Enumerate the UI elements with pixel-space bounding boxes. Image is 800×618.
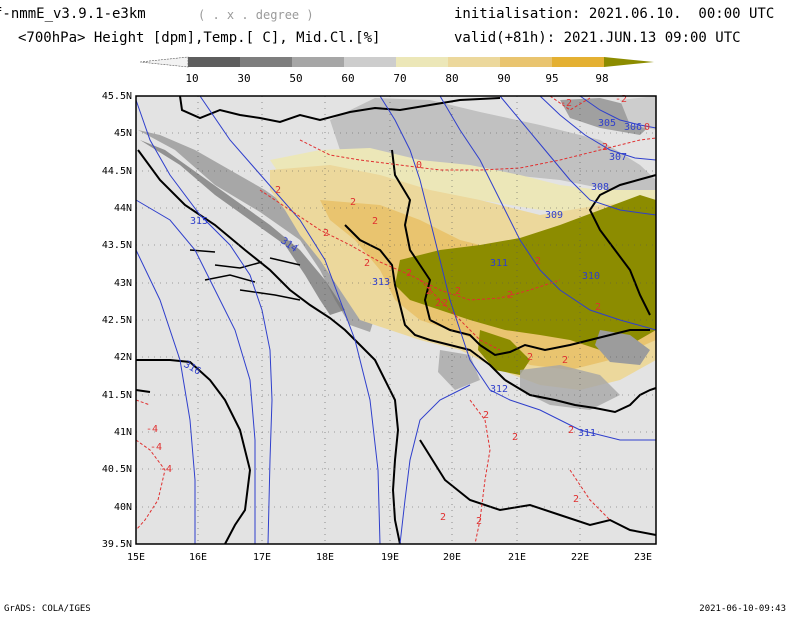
height-label: 310 xyxy=(582,271,600,282)
footer-credit: GrADS: COLA/IGES xyxy=(4,604,91,614)
lon-label: 18E xyxy=(316,552,334,563)
lon-label: 20E xyxy=(443,552,461,563)
temp-label: 2 xyxy=(507,290,513,301)
colorbar-left-triangle xyxy=(140,56,189,68)
lat-axis: 45.5N 45N 44.5N 44N 43.5N 43N 42.5N 42N … xyxy=(102,91,132,550)
lat-label: 45N xyxy=(114,128,132,139)
height-label: 309 xyxy=(545,210,563,221)
lat-label: 40N xyxy=(114,502,132,513)
colorbar-segment xyxy=(188,57,240,67)
colorbar-segment xyxy=(292,57,344,67)
lat-label: 40.5N xyxy=(102,464,132,475)
colorbar-tick: 30 xyxy=(237,72,250,85)
colorbar-segment xyxy=(240,57,292,67)
lon-label: 23E xyxy=(634,552,652,563)
colorbar-tick: 10 xyxy=(185,72,198,85)
temp-label: 2 xyxy=(372,216,378,227)
lon-label: 21E xyxy=(508,552,526,563)
height-label: 305 xyxy=(598,118,616,129)
temp-label: 2 xyxy=(568,425,574,436)
height-label: 308 xyxy=(591,182,609,193)
temp-label: 2 xyxy=(435,298,441,309)
colorbar-tick: 98 xyxy=(595,72,608,85)
temp-label: -4 xyxy=(160,464,172,475)
lat-label: 44N xyxy=(114,203,132,214)
temp-label: 2 xyxy=(406,268,412,279)
height-label: 312 xyxy=(490,384,508,395)
temp-label: 2 xyxy=(275,185,281,196)
valid-time: valid(+81h): 2021.JUN.13 09:00 UTC xyxy=(454,30,741,46)
variables-label: <700hPa> Height [dpm],Temp.[ C], Mid.Cl.… xyxy=(18,30,381,46)
colorbar-segment xyxy=(448,57,500,67)
colorbar-segment xyxy=(344,57,396,67)
temp-label: 2 xyxy=(476,516,482,527)
lon-label: 22E xyxy=(571,552,589,563)
lat-label: 42N xyxy=(114,352,132,363)
height-label: 307 xyxy=(609,152,627,163)
lon-label: 15E xyxy=(127,552,145,563)
height-label: 311 xyxy=(490,258,508,269)
lat-label: 41N xyxy=(114,427,132,438)
temp-labels: -2 -2 0 0 -2 2 2 2 2 2 2 2 2 2 2 2 2 2 2… xyxy=(146,94,650,527)
temp-label: 2 xyxy=(350,197,356,208)
footer-timestamp: 2021-06-10-09:43 xyxy=(699,604,786,614)
colorbar-tick: 95 xyxy=(545,72,558,85)
height-label: 315 xyxy=(190,216,208,227)
temp-label: -4 xyxy=(150,442,162,453)
temp-label: 2 xyxy=(527,352,533,363)
colorbar-tick: 90 xyxy=(497,72,510,85)
temp-label: 2 xyxy=(364,258,370,269)
borders-layer xyxy=(135,95,657,545)
colorbar: 10 30 50 60 70 80 90 95 98 xyxy=(140,56,654,85)
height-contours xyxy=(135,95,657,545)
temp-label: 2 xyxy=(562,355,568,366)
height-label: 306 xyxy=(624,122,642,133)
model-name: f-nmmE_v3.9.1-e3km xyxy=(0,6,146,22)
temp-label: -4 xyxy=(146,424,158,435)
temp-label: 0 xyxy=(416,160,422,171)
lat-label: 43N xyxy=(114,278,132,289)
colorbar-segment xyxy=(500,57,552,67)
lon-label: 19E xyxy=(381,552,399,563)
height-label: 313 xyxy=(372,277,390,288)
colorbar-tick: 60 xyxy=(341,72,354,85)
temp-label: 2 xyxy=(323,228,329,239)
colorbar-right-triangle xyxy=(604,57,654,67)
initialisation-time: initialisation: 2021.06.10. 00:00 UTC xyxy=(454,6,775,22)
temp-label: 0 xyxy=(644,122,650,133)
temp-label: -2 xyxy=(560,98,572,109)
temp-label: -2 xyxy=(615,94,627,105)
colorbar-tick: 80 xyxy=(445,72,458,85)
lon-label: 16E xyxy=(189,552,207,563)
colorbar-tick: 50 xyxy=(289,72,302,85)
islands-layer xyxy=(189,249,301,301)
colorbar-tick: 70 xyxy=(393,72,406,85)
lon-label: 17E xyxy=(253,552,271,563)
lat-label: 45.5N xyxy=(102,91,132,102)
lat-label: 39.5N xyxy=(102,539,132,550)
lon-axis: 15E 16E 17E 18E 19E 20E 21E 22E 23E xyxy=(127,552,652,563)
temp-label: 2 xyxy=(426,286,432,297)
temp-label: 2 xyxy=(442,298,448,309)
temp-label: 2 xyxy=(573,494,579,505)
lat-label: 41.5N xyxy=(102,390,132,401)
colorbar-segment xyxy=(552,57,604,67)
height-label: 311 xyxy=(578,428,596,439)
units-label: ( . x . degree ) xyxy=(198,8,314,22)
temp-label: -2 xyxy=(596,142,608,153)
lat-label: 44.5N xyxy=(102,166,132,177)
temp-label: 2 xyxy=(440,512,446,523)
temp-label: 2 xyxy=(512,432,518,443)
lat-label: 43.5N xyxy=(102,240,132,251)
lat-label: 42.5N xyxy=(102,315,132,326)
temp-label: 2 xyxy=(595,302,601,313)
map-frame xyxy=(135,95,657,545)
colorbar-segment xyxy=(396,57,448,67)
temp-label: 2 xyxy=(483,410,489,421)
temp-label: 2 xyxy=(455,286,461,297)
temp-label: 2 xyxy=(535,256,541,267)
